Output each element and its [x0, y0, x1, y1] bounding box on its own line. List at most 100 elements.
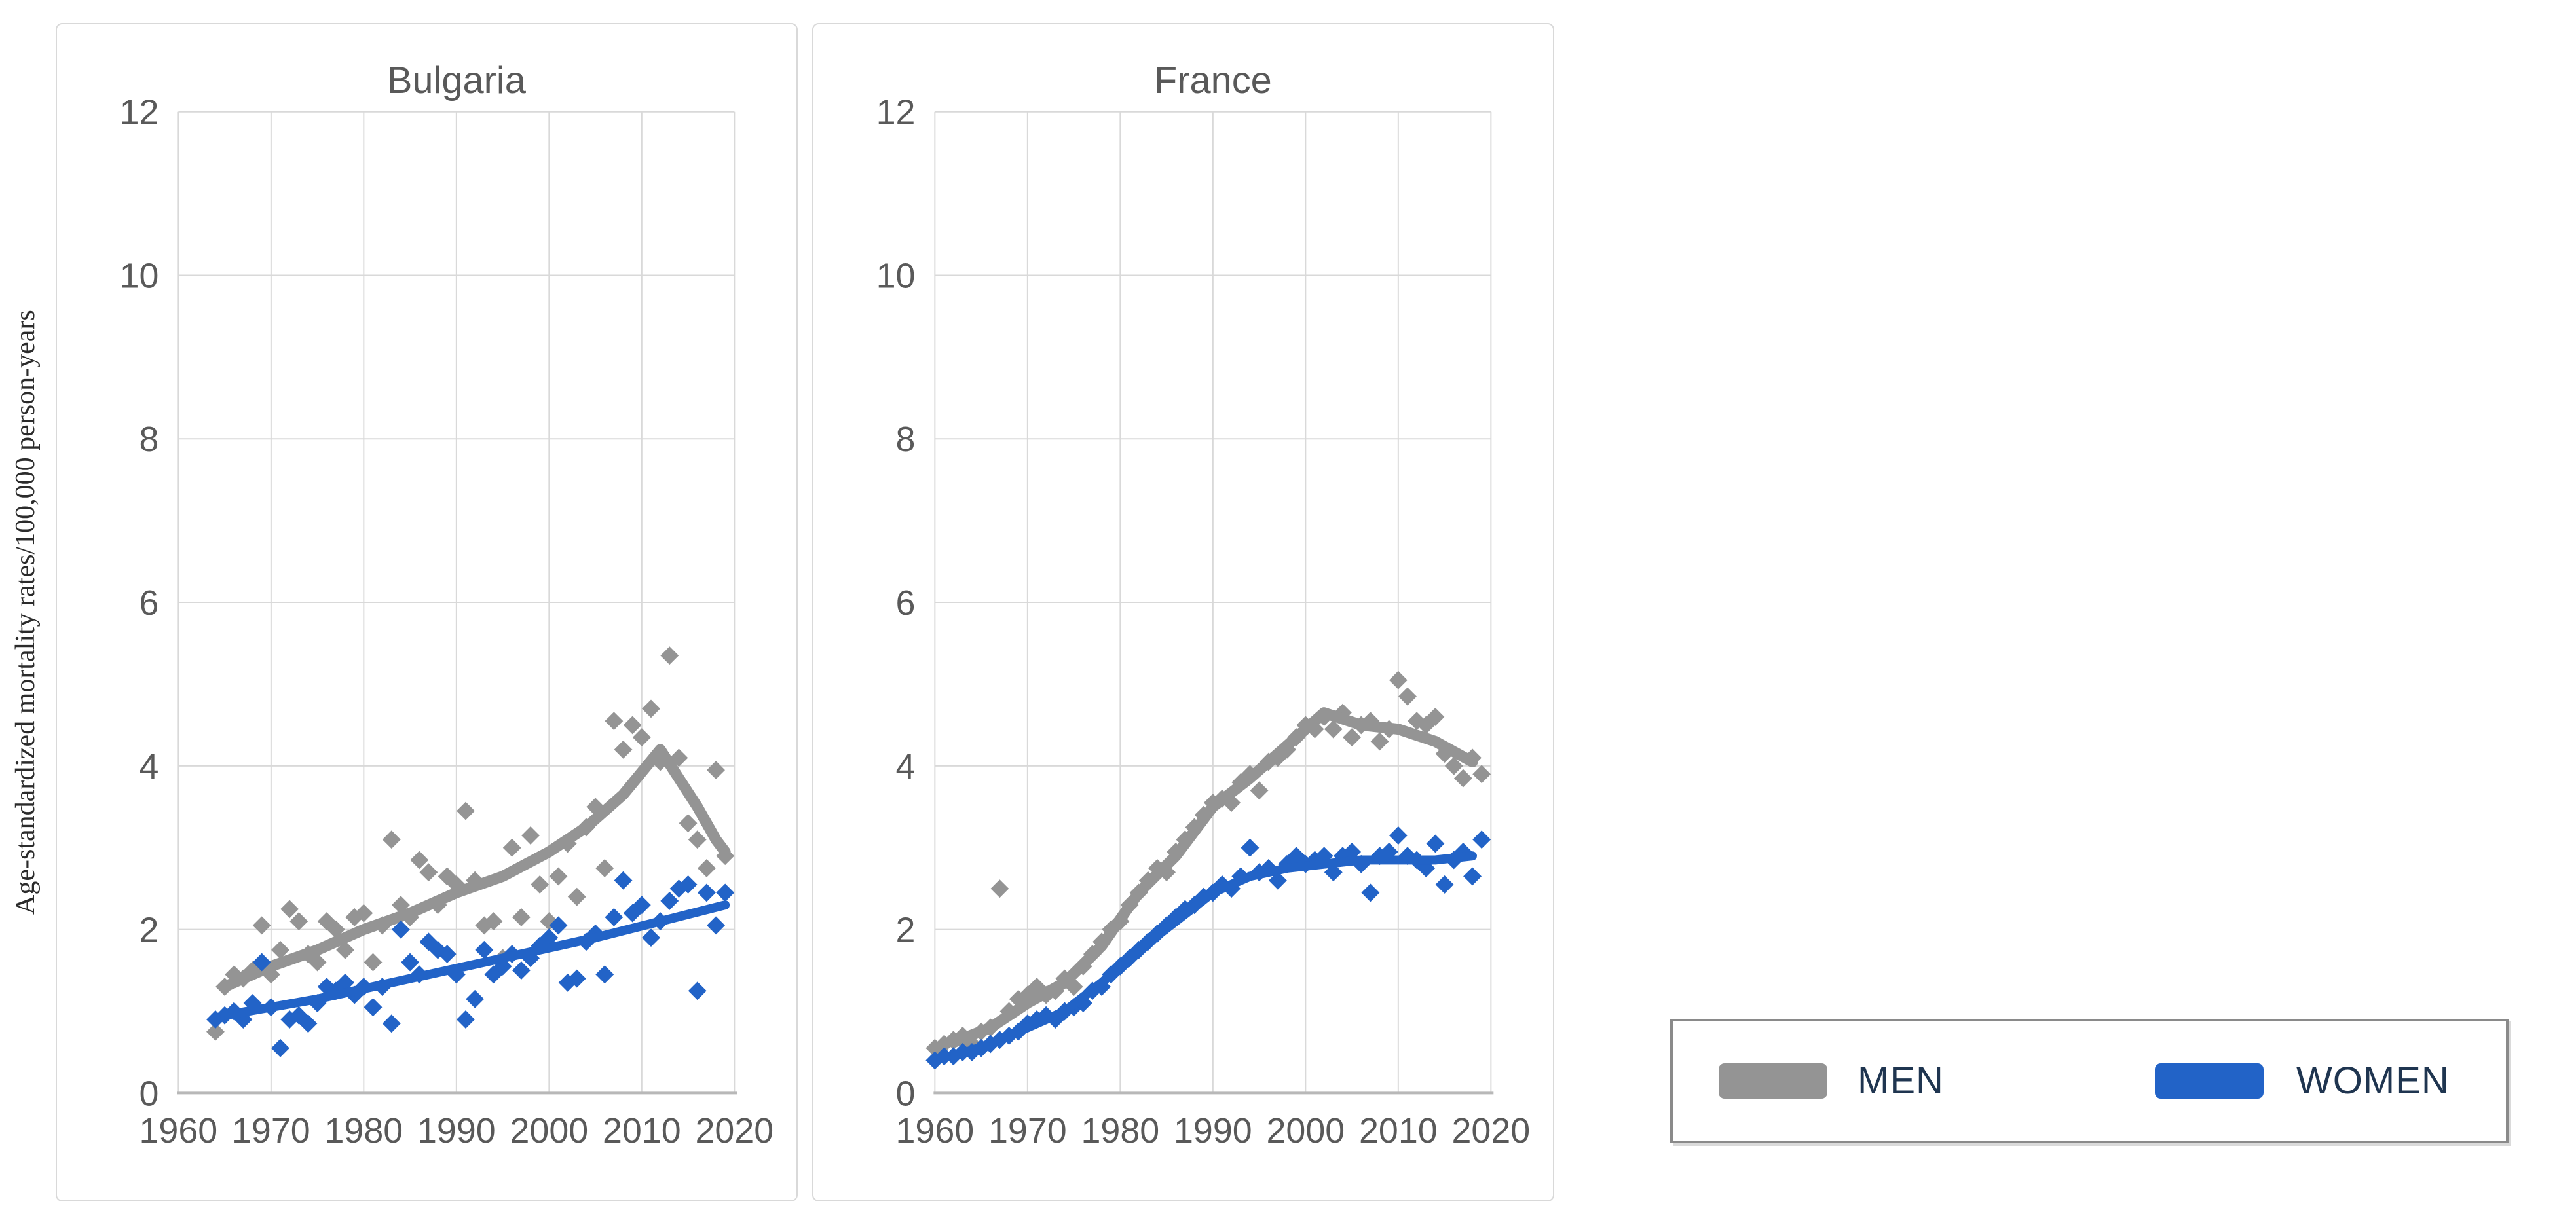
scatter-point-men	[642, 699, 660, 718]
scatter-point-women	[364, 998, 383, 1017]
scatter-point-women	[688, 981, 707, 1000]
x-tick-label: 1960	[139, 1111, 217, 1150]
scatter-point-women	[336, 973, 354, 992]
scatter-point-women	[271, 1038, 289, 1057]
scatter-point-women	[438, 945, 457, 964]
y-tick-label: 4	[140, 747, 159, 786]
y-tick-label: 0	[140, 1074, 159, 1113]
scatter-point-men	[688, 830, 707, 849]
x-tick-label: 2010	[1359, 1111, 1438, 1150]
scatter-point-men	[614, 740, 633, 759]
scatter-point-women	[595, 965, 614, 984]
scatter-point-women	[614, 871, 633, 890]
scatter-point-women	[1241, 838, 1260, 857]
scatter-point-men	[1343, 728, 1362, 747]
bulgaria-chart-panel: Bulgaria 0 2 4 6 8 10 12 1960 1970 1980 1990 2000 20…	[56, 23, 798, 1201]
scatter-point-women	[1361, 883, 1380, 902]
scatter-point-men	[1250, 781, 1269, 800]
scatter-point-women	[299, 1014, 318, 1033]
bulgaria-plot: Bulgaria 0 2 4 6 8 10 12 1960 1970 1980 1990 2000 20…	[120, 60, 774, 1150]
scatter-point-men	[925, 1038, 944, 1057]
x-tick-label: 2000	[1266, 1111, 1345, 1150]
scatter-point-women	[457, 1010, 475, 1029]
france-plot: France 0 2 4 6 8 10 12 1960 1970 1980 1990 2000 2010…	[876, 60, 1531, 1150]
x-tick-label: 1980	[324, 1111, 403, 1150]
x-tick-label: 1960	[895, 1111, 974, 1150]
france-chart-panel: France 0 2 4 6 8 10 12 1960 1970 1980 1990 2000 2010…	[812, 23, 1554, 1201]
scatter-point-men	[707, 761, 725, 780]
x-tick-label: 2010	[603, 1111, 681, 1150]
legend-label-women: WOMEN	[2296, 1059, 2450, 1102]
y-tick-label: 10	[120, 256, 159, 295]
scatter-point-women	[697, 883, 716, 902]
x-tick-label: 1970	[988, 1111, 1067, 1150]
y-tick-label: 2	[896, 911, 916, 950]
y-tick-label: 12	[120, 93, 159, 132]
scatter-point-men	[605, 712, 624, 731]
scatter-point-men	[289, 912, 308, 931]
y-tick-label: 4	[896, 747, 916, 786]
y-tick-label: 2	[140, 911, 159, 950]
scatter-point-men	[280, 900, 299, 919]
scatter-point-men	[521, 826, 540, 845]
scatter-point-women	[1472, 830, 1491, 849]
x-tick-label: 2020	[1451, 1111, 1530, 1150]
scatter-point-men	[1444, 756, 1463, 775]
legend-swatch-men	[1719, 1063, 1827, 1099]
scatter-point-men	[1398, 687, 1417, 706]
scatter-point-men	[1472, 765, 1491, 784]
scatter-point-men	[364, 953, 383, 972]
trend-line-men	[219, 744, 731, 993]
x-tick-label: 1970	[232, 1111, 310, 1150]
scatter-point-women	[1343, 843, 1362, 861]
scatter-point-men	[457, 801, 475, 820]
scatter-point-women	[1435, 875, 1454, 894]
scatter-point-women	[1389, 826, 1408, 845]
y-axis-title: Age-standardized mortality rates/100,000…	[10, 310, 41, 915]
scatter-point-men	[382, 830, 401, 849]
scatter-point-men	[660, 646, 679, 665]
scatter-point-men	[502, 838, 521, 857]
scatter-point-men	[206, 1022, 225, 1041]
legend: MEN WOMEN	[1670, 1019, 2509, 1143]
scatter-point-men	[1453, 769, 1472, 788]
scatter-point-women	[382, 1014, 401, 1033]
x-tick-label: 1990	[1174, 1111, 1252, 1150]
y-tick-label: 6	[140, 583, 159, 623]
trend-line-women	[948, 851, 1478, 1061]
y-tick-label: 6	[896, 583, 916, 623]
scatter-point-men	[1389, 670, 1408, 689]
scatter-point-women	[716, 883, 735, 902]
scatter-point-women	[632, 896, 651, 915]
y-tick-label: 12	[876, 93, 916, 132]
scatter-point-men	[632, 728, 651, 747]
trend-line-men	[948, 707, 1478, 1048]
scatter-point-men	[531, 875, 550, 894]
legend-label-men: MEN	[1857, 1059, 1944, 1102]
scatter-point-women	[925, 1051, 944, 1070]
scatter-point-men	[484, 912, 503, 931]
scatter-point-women	[660, 891, 679, 910]
scatter-point-women	[642, 928, 660, 947]
x-tick-label: 1990	[417, 1111, 496, 1150]
x-tick-label: 1980	[1081, 1111, 1159, 1150]
scatter-point-men	[990, 879, 1009, 898]
y-tick-label: 0	[896, 1074, 916, 1113]
chart-title-bulgaria: Bulgaria	[387, 60, 527, 101]
scatter-point-men	[567, 887, 586, 906]
scatter-point-women	[1463, 867, 1482, 886]
y-tick-label: 10	[876, 256, 916, 295]
chart-title-france: France	[1154, 60, 1272, 101]
scatter-point-men	[271, 940, 289, 959]
scatter-point-women	[679, 875, 698, 894]
scatter-point-men	[419, 863, 438, 882]
scatter-point-women	[206, 1010, 225, 1029]
scatter-point-women	[475, 940, 494, 959]
y-tick-label: 8	[140, 420, 159, 459]
x-tick-label: 2000	[510, 1111, 588, 1150]
scatter-point-men	[549, 867, 568, 886]
legend-swatch-women	[2155, 1063, 2264, 1099]
scatter-point-women	[707, 916, 725, 935]
scatter-point-men	[679, 814, 698, 833]
